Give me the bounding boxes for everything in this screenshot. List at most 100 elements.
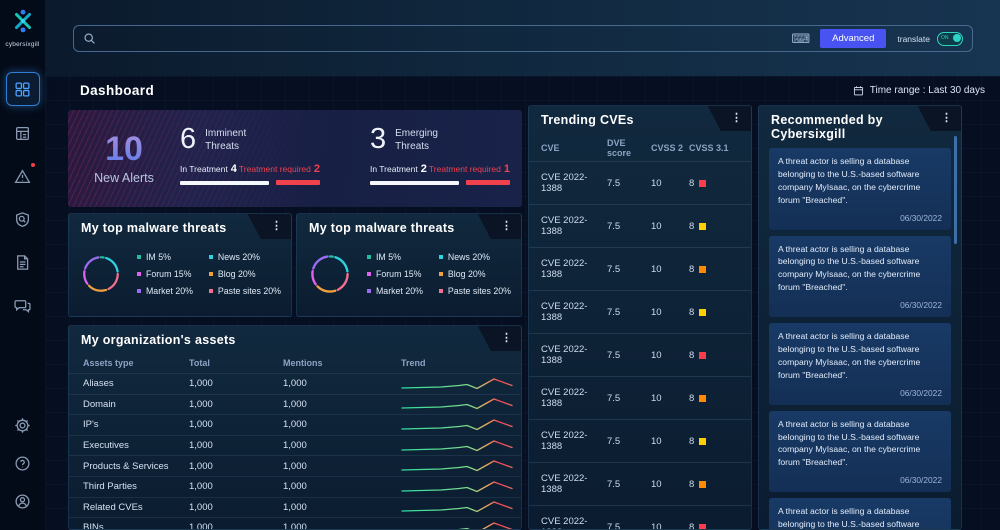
legend-item: Blog 20% (439, 269, 511, 279)
sidebar-bottom-item[interactable] (7, 447, 39, 479)
severity-square (699, 223, 706, 230)
sidebar: cybersixgill (0, 0, 45, 530)
scrollbar-thumb[interactable] (954, 136, 957, 244)
asset-type-cell: Third Parties (83, 481, 189, 492)
total-cell: 1,000 (189, 378, 283, 389)
malware-threats-panel-2: My top malware threats ⋮ IM 5% News 20% (296, 213, 522, 317)
brand-name: cybersixgill (0, 41, 45, 48)
severity-square (699, 266, 706, 273)
in-treatment-count: 4 (231, 163, 237, 175)
table-row[interactable]: CVE 2022-1388 7.5 10 8 (529, 161, 751, 204)
kebab-menu-icon[interactable]: ⋮ (941, 113, 952, 124)
table-row[interactable]: CVE 2022-1388 7.5 10 8 (529, 462, 751, 505)
trend-sparkline (401, 458, 513, 474)
table-row[interactable]: Executives 1,000 1,000 (69, 435, 521, 456)
table-row[interactable]: Third Parties 1,000 1,000 (69, 476, 521, 497)
table-row[interactable]: CVE 2022-1388 7.5 10 8 (529, 505, 751, 530)
sidebar-item[interactable] (6, 72, 40, 106)
table-row[interactable]: CVE 2022-1388 7.5 10 8 (529, 204, 751, 247)
table-row[interactable]: CVE 2022-1388 7.5 10 8 (529, 376, 751, 419)
search-input[interactable] (104, 32, 791, 46)
table-row[interactable]: Related CVEs 1,000 1,000 (69, 497, 521, 518)
cve-id-cell: CVE 2022-1388 (541, 172, 607, 194)
search-icon (83, 32, 96, 45)
table-row[interactable]: CVE 2022-1388 7.5 10 8 (529, 247, 751, 290)
table-row[interactable]: Aliases 1,000 1,000 (69, 373, 521, 394)
malware-threats-panel-1: My top malware threats ⋮ IM 5% News 20% (68, 213, 292, 317)
advanced-search-button[interactable]: Advanced (820, 29, 886, 48)
recommendation-card[interactable]: A threat actor is selling a database bel… (769, 148, 951, 230)
dve-score-cell: 7.5 (607, 393, 651, 404)
legend-label: News 20% (448, 252, 490, 262)
total-cell: 1,000 (189, 440, 283, 451)
severity-square (699, 395, 706, 402)
severity-square (699, 524, 706, 530)
table-row[interactable]: CVE 2022-1388 7.5 10 8 (529, 419, 751, 462)
cvss31-value: 8 (689, 393, 694, 404)
legend-marker (209, 272, 213, 276)
cvss31-value: 8 (689, 221, 694, 232)
cvss2-cell: 10 (651, 307, 689, 318)
in-treatment-bar (180, 181, 269, 185)
sidebar-bottom-item[interactable] (7, 485, 39, 517)
cvss31-cell: 8 (689, 479, 739, 490)
mentions-cell: 1,000 (283, 419, 401, 430)
notification-dot (31, 163, 35, 167)
time-range-selector[interactable]: Time range : Last 30 days (853, 85, 985, 96)
sidebar-item[interactable] (7, 160, 39, 192)
cve-id-cell: CVE 2022-1388 (541, 215, 607, 237)
table-row[interactable]: CVE 2022-1388 7.5 10 8 (529, 290, 751, 333)
cve-id-cell: CVE 2022-1388 (541, 430, 607, 452)
kebab-menu-icon[interactable]: ⋮ (271, 221, 282, 232)
cve-id-cell: CVE 2022-1388 (541, 301, 607, 323)
col-trend: Trend (401, 358, 507, 368)
sidebar-item[interactable] (7, 246, 39, 278)
table-row[interactable]: IP's 1,000 1,000 (69, 414, 521, 435)
legend-marker (439, 255, 443, 259)
dve-score-cell: 7.5 (607, 221, 651, 232)
severity-square (699, 352, 706, 359)
sidebar-item-icon (14, 168, 31, 185)
table-row[interactable]: BINs 1,000 1,000 (69, 517, 521, 530)
asset-type-cell: Products & Services (83, 461, 189, 472)
dve-score-cell: 7.5 (607, 178, 651, 189)
kebab-menu-icon[interactable]: ⋮ (501, 221, 512, 232)
trend-sparkline (401, 479, 513, 495)
asset-type-cell: IP's (83, 419, 189, 430)
legend-label: IM 5% (376, 252, 401, 262)
treatment-progress-bar (180, 180, 320, 185)
legend-label: Forum 15% (376, 269, 421, 279)
severity-square (699, 481, 706, 488)
kebab-menu-icon[interactable]: ⋮ (731, 113, 742, 124)
recommendation-card[interactable]: A threat actor is selling a database bel… (769, 236, 951, 318)
kebab-menu-icon[interactable]: ⋮ (501, 333, 512, 344)
legend-item: News 20% (209, 252, 281, 262)
legend-marker (367, 255, 371, 259)
keyboard-icon[interactable]: ⌨ (791, 31, 810, 47)
emerging-threats-group: 3 Emerging Threats In Treatment2 Treatme… (370, 110, 522, 207)
recommendation-card[interactable]: A threat actor is selling a database bel… (769, 411, 951, 493)
translate-label: translate (897, 34, 930, 44)
table-row[interactable]: Products & Services 1,000 1,000 (69, 455, 521, 476)
sidebar-item[interactable] (7, 289, 39, 321)
mentions-cell: 1,000 (283, 461, 401, 472)
asset-type-cell: Related CVEs (83, 502, 189, 513)
recommendation-card[interactable]: A threat actor is selling a database bel… (769, 498, 951, 530)
sidebar-bottom-item[interactable] (7, 409, 39, 441)
trend-sparkline (401, 376, 513, 392)
sidebar-item-icon (14, 125, 31, 142)
cvss31-value: 8 (689, 264, 694, 275)
dve-score-cell: 7.5 (607, 436, 651, 447)
sidebar-item[interactable] (7, 117, 39, 149)
table-row[interactable]: Domain 1,000 1,000 (69, 394, 521, 415)
total-cell: 1,000 (189, 502, 283, 513)
sidebar-item[interactable] (7, 203, 39, 235)
legend-item: IM 5% (367, 252, 423, 262)
cvss31-value: 8 (689, 350, 694, 361)
table-row[interactable]: CVE 2022-1388 7.5 10 8 (529, 333, 751, 376)
topbar: ⌨ Advanced translate on (45, 0, 1000, 77)
legend-label: Blog 20% (448, 269, 486, 279)
translate-toggle[interactable]: on (937, 32, 963, 46)
cve-id-cell: CVE 2022-1388 (541, 258, 607, 280)
recommendation-card[interactable]: A threat actor is selling a database bel… (769, 323, 951, 405)
